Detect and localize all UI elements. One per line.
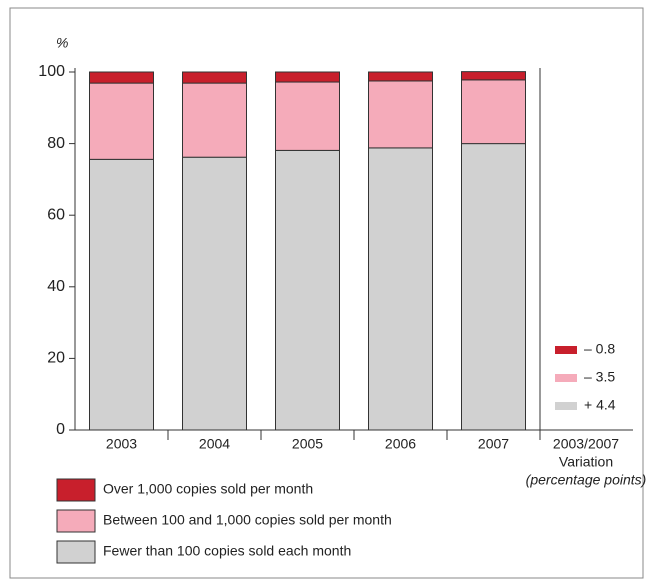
- y-tick-label: 20: [47, 350, 65, 367]
- y-tick-label: 40: [47, 278, 65, 295]
- bar-segment: [368, 80, 433, 149]
- x-tick-label: 2003: [106, 436, 137, 452]
- variation-swatch: [555, 374, 577, 382]
- legend-swatch: [56, 478, 96, 502]
- bar-segment: [461, 71, 526, 81]
- bar-segment: [461, 143, 526, 431]
- y-axis-label: %: [56, 35, 68, 51]
- y-tick-label: 80: [47, 135, 65, 152]
- variation-swatch: [555, 402, 577, 410]
- bar-segment: [461, 79, 526, 145]
- y-tick-label: 0: [56, 421, 65, 438]
- legend-label: Over 1,000 copies sold per month: [103, 481, 313, 497]
- bar-segment: [275, 149, 340, 431]
- y-tick-label: 100: [38, 63, 65, 80]
- x-tick-label: 2005: [292, 436, 323, 452]
- variation-swatch: [555, 346, 577, 354]
- legend-swatch: [56, 540, 96, 564]
- extra-category-sublabel: Variation: [559, 454, 613, 470]
- bar-segment: [275, 81, 340, 151]
- bar-segment: [275, 71, 340, 83]
- bar-segment: [89, 158, 154, 431]
- bar-segment: [89, 82, 154, 160]
- legend-label: Between 100 and 1,000 copies sold per mo…: [103, 512, 392, 528]
- y-tick-label: 60: [47, 206, 65, 223]
- bar-segment: [368, 71, 433, 82]
- x-tick-label: 2006: [385, 436, 416, 452]
- bar-segment: [182, 82, 247, 158]
- variation-label: – 0.8: [584, 341, 615, 357]
- bar-segment: [182, 71, 247, 84]
- frame: [9, 7, 644, 579]
- legend-swatch: [56, 509, 96, 533]
- variation-label: – 3.5: [584, 369, 615, 385]
- bar-segment: [368, 147, 433, 431]
- legend-label: Fewer than 100 copies sold each month: [103, 543, 351, 559]
- variation-label: + 4.4: [584, 397, 616, 413]
- x-tick-label: 2007: [478, 436, 509, 452]
- bar-segment: [182, 156, 247, 431]
- extra-category-label: 2003/2007: [553, 436, 619, 452]
- x-tick-label: 2004: [199, 436, 230, 452]
- extra-category-note: (percentage points): [526, 472, 647, 488]
- bar-segment: [89, 71, 154, 84]
